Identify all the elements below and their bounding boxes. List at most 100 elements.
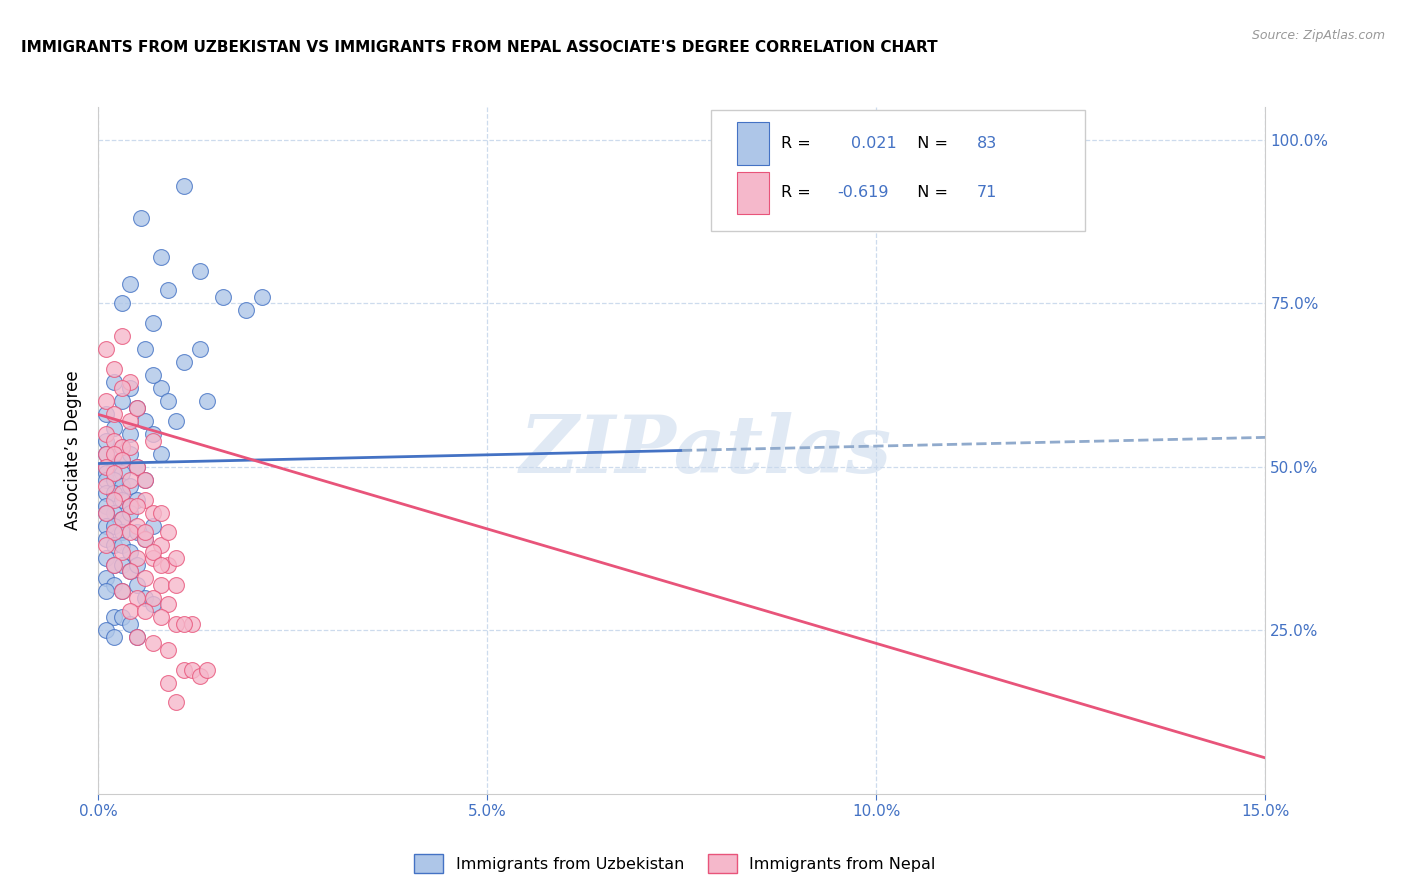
Point (149, 610, 172, 624)
Point (111, 610, 134, 624)
Point (165, 616, 187, 631)
Point (103, 467, 125, 481)
Point (250, 290, 273, 304)
Point (149, 447, 172, 461)
Point (111, 453, 134, 467)
Point (103, 525, 125, 540)
Point (118, 565, 141, 579)
Point (118, 499, 141, 513)
Point (127, 492, 149, 507)
Point (149, 506, 172, 520)
Point (157, 394, 180, 409)
Point (96, 447, 118, 461)
Point (127, 551, 149, 566)
Point (111, 492, 134, 507)
Point (111, 329, 134, 343)
Point (96, 551, 118, 566)
Point (103, 459, 125, 474)
Point (103, 473, 125, 487)
Text: ZIPatlas: ZIPatlas (519, 412, 891, 489)
Point (142, 591, 165, 605)
Point (173, 663, 195, 677)
Point (118, 499, 141, 513)
Point (127, 630, 149, 644)
Point (142, 597, 165, 611)
Point (142, 636, 165, 650)
Point (103, 361, 125, 376)
Point (134, 473, 156, 487)
Point (103, 408, 125, 422)
Point (111, 296, 134, 310)
Point (142, 434, 165, 448)
Point (142, 506, 165, 520)
Point (103, 538, 125, 552)
Point (111, 558, 134, 572)
Point (118, 447, 141, 461)
Point (96, 394, 118, 409)
Point (96, 447, 118, 461)
Point (173, 178, 195, 193)
Point (118, 525, 141, 540)
Point (180, 663, 202, 677)
Point (118, 375, 141, 389)
Text: 83: 83 (977, 136, 997, 151)
Point (111, 545, 134, 559)
Text: N =: N = (907, 136, 953, 151)
Point (165, 577, 187, 591)
Point (142, 551, 165, 566)
Text: R =: R = (782, 136, 815, 151)
Point (134, 532, 156, 546)
Text: R =: R = (782, 186, 815, 201)
Point (96, 342, 118, 356)
Point (127, 577, 149, 591)
Point (127, 558, 149, 572)
Point (118, 565, 141, 579)
Point (118, 440, 141, 454)
Point (180, 616, 202, 631)
Point (127, 630, 149, 644)
Point (134, 604, 156, 618)
Point (103, 630, 125, 644)
Point (103, 486, 125, 500)
Text: -0.619: -0.619 (837, 186, 889, 201)
Text: 0.021: 0.021 (851, 136, 897, 151)
Point (96, 584, 118, 599)
Bar (737, 171, 769, 214)
Point (188, 342, 211, 356)
Point (195, 394, 218, 409)
Y-axis label: Associate’s Degree: Associate’s Degree (65, 371, 83, 530)
Point (103, 506, 125, 520)
Point (157, 675, 180, 690)
Point (111, 467, 134, 481)
Point (96, 499, 118, 513)
Point (111, 486, 134, 500)
Point (127, 499, 149, 513)
Legend: Immigrants from Uzbekistan, Immigrants from Nepal: Immigrants from Uzbekistan, Immigrants f… (408, 847, 942, 880)
Point (96, 459, 118, 474)
Point (111, 453, 134, 467)
Point (129, 211, 152, 226)
Point (173, 616, 195, 631)
Point (127, 401, 149, 415)
Point (134, 532, 156, 546)
Point (96, 408, 118, 422)
Point (142, 545, 165, 559)
Point (103, 492, 125, 507)
Point (149, 381, 172, 395)
Point (118, 277, 141, 291)
Point (118, 414, 141, 428)
Point (103, 375, 125, 389)
Point (188, 263, 211, 277)
Point (111, 394, 134, 409)
Text: N =: N = (907, 186, 953, 201)
Point (103, 577, 125, 591)
Point (103, 558, 125, 572)
Point (142, 427, 165, 442)
Point (142, 316, 165, 330)
Point (96, 518, 118, 533)
Point (96, 459, 118, 474)
Text: 71: 71 (977, 186, 997, 201)
Point (96, 506, 118, 520)
Point (149, 251, 172, 265)
Point (142, 518, 165, 533)
